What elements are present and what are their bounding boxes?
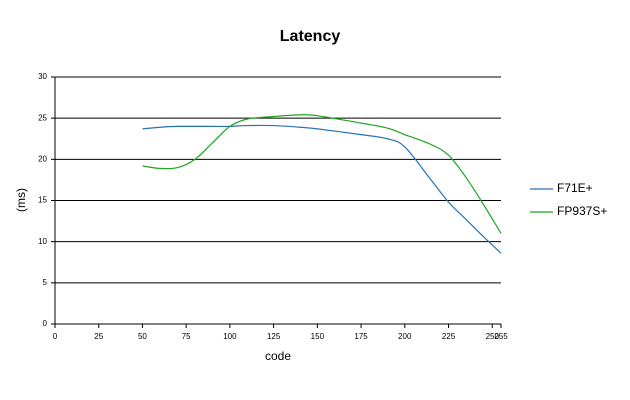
y-tick-label: 10 <box>38 237 47 246</box>
x-tick-label: 75 <box>182 332 191 341</box>
x-axis-label: code <box>265 349 291 363</box>
y-axis-label: (ms) <box>14 188 28 212</box>
y-tick-label: 20 <box>38 154 47 163</box>
x-tick-label: 50 <box>138 332 147 341</box>
y-tick-label: 5 <box>43 278 48 287</box>
x-tick-label: 150 <box>311 332 325 341</box>
x-tick-label: 225 <box>442 332 456 341</box>
x-tick-label: 200 <box>398 332 412 341</box>
legend-label: F71E+ <box>557 181 593 195</box>
y-tick-label: 0 <box>43 319 48 328</box>
chart-title: Latency <box>280 28 341 45</box>
y-tick-label: 25 <box>38 113 47 122</box>
x-tick-label: 25 <box>94 332 103 341</box>
series-line <box>142 124 502 254</box>
x-tick-label: 0 <box>53 332 58 341</box>
x-tick-label: 125 <box>267 332 281 341</box>
x-tick-label: 250 <box>486 332 500 341</box>
y-tick-label: 15 <box>38 196 47 205</box>
legend-label: FP937S+ <box>557 204 607 218</box>
x-tick-label: 255 <box>494 332 508 341</box>
x-tick-label: 175 <box>354 332 368 341</box>
series-line <box>142 114 502 234</box>
x-tick-label: 100 <box>223 332 237 341</box>
y-tick-label: 30 <box>38 72 47 81</box>
